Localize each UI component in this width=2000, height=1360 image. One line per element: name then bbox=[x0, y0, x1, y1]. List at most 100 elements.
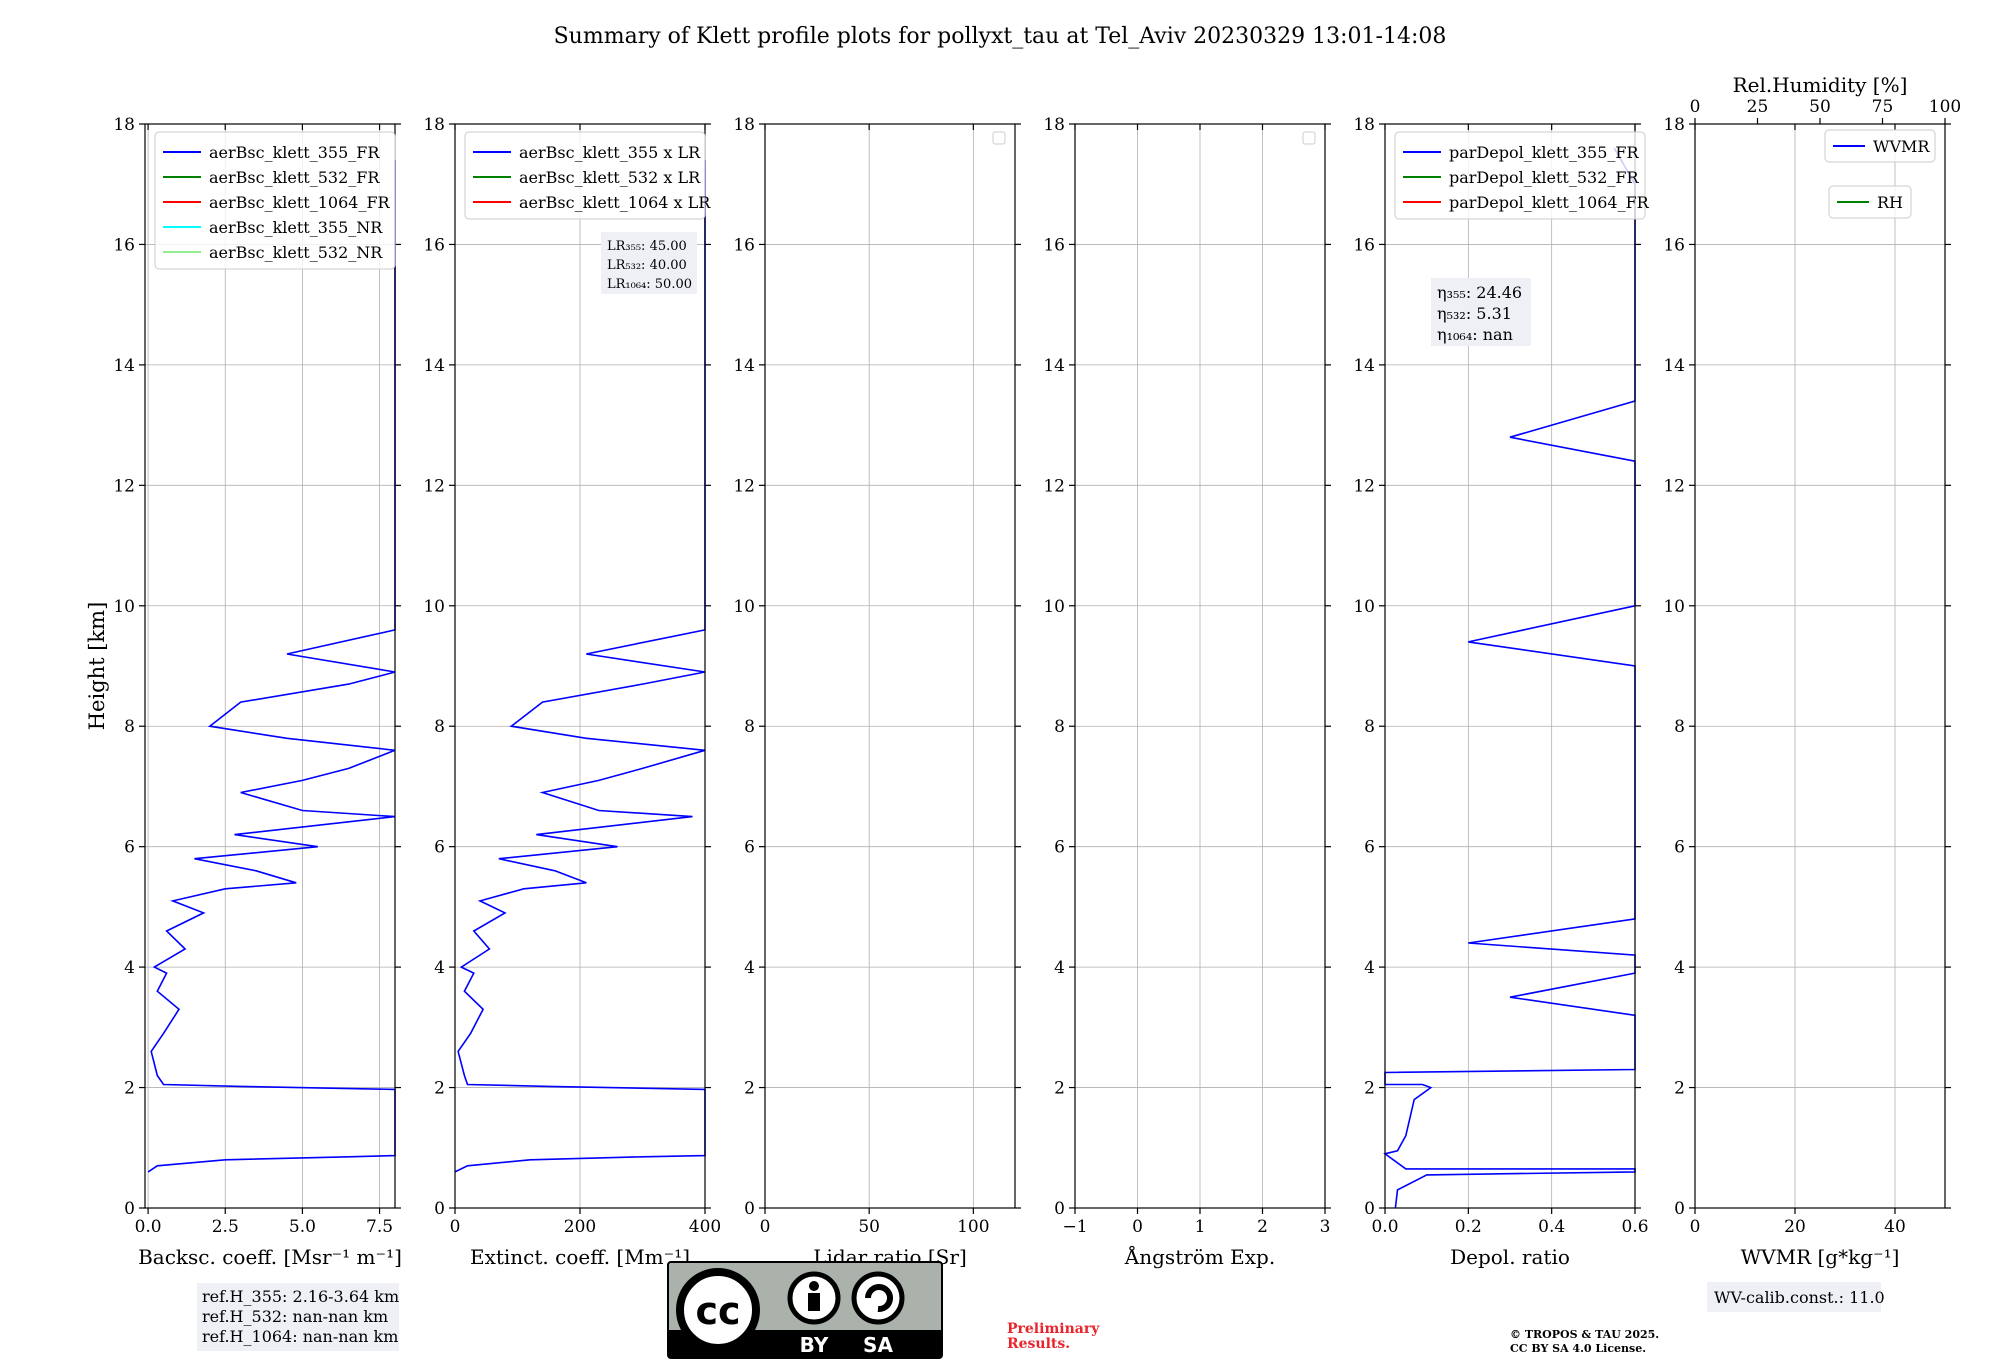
eta-label: η₁₀₆₄: nan bbox=[1437, 325, 1513, 344]
top-tick-label: 75 bbox=[1872, 97, 1894, 117]
wv-calib-box bbox=[1707, 1282, 1881, 1312]
legend-label: aerBsc_klett_1064 x LR bbox=[519, 193, 711, 212]
logo-sa-label: SA bbox=[863, 1333, 893, 1357]
legend-frame-rh bbox=[1828, 185, 1912, 219]
legend-label: aerBsc_klett_532_NR bbox=[209, 243, 383, 262]
y-tick-label: 18 bbox=[423, 115, 445, 135]
annotation-box bbox=[1431, 278, 1531, 346]
legend-label: WVMR bbox=[1873, 137, 1930, 156]
y-tick-label: 16 bbox=[1353, 235, 1375, 255]
y-tick-label: 14 bbox=[1663, 356, 1685, 376]
y-tick-label: 10 bbox=[733, 597, 755, 617]
y-tick-label: 6 bbox=[1054, 838, 1065, 858]
x-axis-label: Backsc. coeff. [Msr⁻¹ m⁻¹] bbox=[138, 1245, 402, 1269]
x-tick-label: −1 bbox=[1062, 1217, 1087, 1237]
y-tick-label: 0 bbox=[1674, 1199, 1685, 1219]
y-tick-label: 8 bbox=[1054, 717, 1065, 737]
cc-letters: cc bbox=[695, 1289, 740, 1333]
profile-line-backscatter bbox=[147, 160, 396, 1173]
y-tick-label: 16 bbox=[423, 235, 445, 255]
x-tick-label: 2 bbox=[1257, 1217, 1268, 1237]
y-tick-label: 2 bbox=[1054, 1079, 1065, 1099]
y-tick-label: 8 bbox=[124, 717, 135, 737]
y-tick-label: 14 bbox=[1043, 356, 1065, 376]
legend-label: parDepol_klett_355_FR bbox=[1449, 143, 1640, 162]
y-tick-label: 16 bbox=[733, 235, 755, 255]
x-tick-label: 0.6 bbox=[1621, 1217, 1648, 1237]
ref-height-355: ref.H_355: 2.16-3.64 km bbox=[202, 1287, 399, 1306]
y-tick-label: 14 bbox=[423, 356, 445, 376]
copyright-line-1: © TROPOS & TAU 2025. bbox=[1510, 1328, 1659, 1341]
x-tick-label: 2.5 bbox=[212, 1217, 239, 1237]
y-tick-label: 10 bbox=[1663, 597, 1685, 617]
y-tick-label: 4 bbox=[1054, 958, 1065, 978]
y-tick-label: 12 bbox=[423, 476, 445, 496]
legend-frame bbox=[154, 131, 396, 270]
y-tick-label: 4 bbox=[124, 958, 135, 978]
figure-title: Summary of Klett profile plots for polly… bbox=[554, 24, 1447, 49]
legend-label: aerBsc_klett_532 x LR bbox=[519, 168, 701, 187]
y-tick-label: 12 bbox=[1353, 476, 1375, 496]
legend-label: parDepol_klett_532_FR bbox=[1449, 168, 1640, 187]
x-tick-label: 200 bbox=[564, 1217, 596, 1237]
y-tick-label: 0 bbox=[434, 1199, 445, 1219]
empty-legend bbox=[1302, 131, 1316, 145]
results-label: Results. bbox=[1007, 1336, 1070, 1352]
x-tick-label: 0 bbox=[1132, 1217, 1143, 1237]
y-tick-label: 18 bbox=[1043, 115, 1065, 135]
y-tick-label: 14 bbox=[733, 356, 755, 376]
y-tick-label: 2 bbox=[124, 1079, 135, 1099]
eta-label: η₃₅₅: 24.46 bbox=[1437, 283, 1522, 302]
y-tick-label: 8 bbox=[434, 717, 445, 737]
y-tick-label: 18 bbox=[113, 115, 135, 135]
y-tick-label: 18 bbox=[733, 115, 755, 135]
legend: WVMR RH bbox=[1824, 129, 1936, 219]
y-tick-label: 8 bbox=[1674, 717, 1685, 737]
share-alike-icon bbox=[851, 1271, 905, 1325]
preliminary-label: Preliminary bbox=[1007, 1321, 1100, 1337]
axes-frame bbox=[764, 123, 1016, 1209]
legend: aerBsc_klett_355_FR aerBsc_klett_532_FRae… bbox=[154, 131, 396, 270]
person-head bbox=[809, 1281, 819, 1291]
y-tick-label: 4 bbox=[744, 958, 755, 978]
lidar-ratio-label: LR₅₃₂: 40.00 bbox=[607, 258, 687, 273]
y-tick-label: 10 bbox=[113, 597, 135, 617]
top-tick-label: 100 bbox=[1929, 97, 1961, 117]
y-tick-label: 0 bbox=[1364, 1199, 1375, 1219]
top-tick-label: 50 bbox=[1809, 97, 1831, 117]
x-tick-label: 0.0 bbox=[135, 1217, 162, 1237]
y-tick-label: 8 bbox=[744, 717, 755, 737]
x-tick-label: 0.4 bbox=[1538, 1217, 1565, 1237]
y-tick-label: 4 bbox=[1364, 958, 1375, 978]
axes-frame bbox=[1694, 123, 1946, 1209]
wv-calib-label: WV-calib.const.: 11.0 bbox=[1714, 1288, 1885, 1307]
legend: parDepol_klett_355_FR parDepol_klett_532_… bbox=[1394, 131, 1650, 220]
y-tick-label: 16 bbox=[1043, 235, 1065, 255]
cc-circle-icon bbox=[676, 1268, 760, 1352]
y-tick-label: 6 bbox=[744, 838, 755, 858]
y-tick-label: 12 bbox=[1043, 476, 1065, 496]
logo-by-label: BY bbox=[800, 1333, 829, 1357]
y-tick-label: 14 bbox=[1353, 356, 1375, 376]
panel-backscatter: 0.0 2.5 5.0 7.5 0 2 4 6 8 10 12 14 16 18 Backsc. coeff… bbox=[85, 115, 402, 1269]
x-tick-label: 40 bbox=[1884, 1217, 1906, 1237]
y-tick-label: 16 bbox=[113, 235, 135, 255]
legend-label: aerBsc_klett_355_NR bbox=[209, 218, 383, 237]
copyright-line-2: CC BY SA 4.0 License. bbox=[1510, 1342, 1646, 1355]
empty-legend bbox=[992, 131, 1006, 145]
ref-height-box bbox=[197, 1283, 399, 1351]
y-tick-label: 0 bbox=[744, 1199, 755, 1219]
panel-wvmr: 0 20 40 0 2 4 6 8 10 12 14 16 18 WVMR [g*kg⁻¹] 0 25 50 75… bbox=[1663, 73, 1961, 1269]
y-tick-label: 6 bbox=[1674, 838, 1685, 858]
x-tick-label: 0 bbox=[760, 1217, 771, 1237]
y-tick-label: 6 bbox=[434, 838, 445, 858]
legend-label: aerBsc_klett_532_FR bbox=[209, 168, 380, 187]
legend-frame bbox=[1394, 131, 1646, 220]
x-tick-label: 400 bbox=[689, 1217, 721, 1237]
x-tick-label: 0.2 bbox=[1455, 1217, 1482, 1237]
y-tick-label: 0 bbox=[1054, 1199, 1065, 1219]
y-tick-label: 2 bbox=[744, 1079, 755, 1099]
